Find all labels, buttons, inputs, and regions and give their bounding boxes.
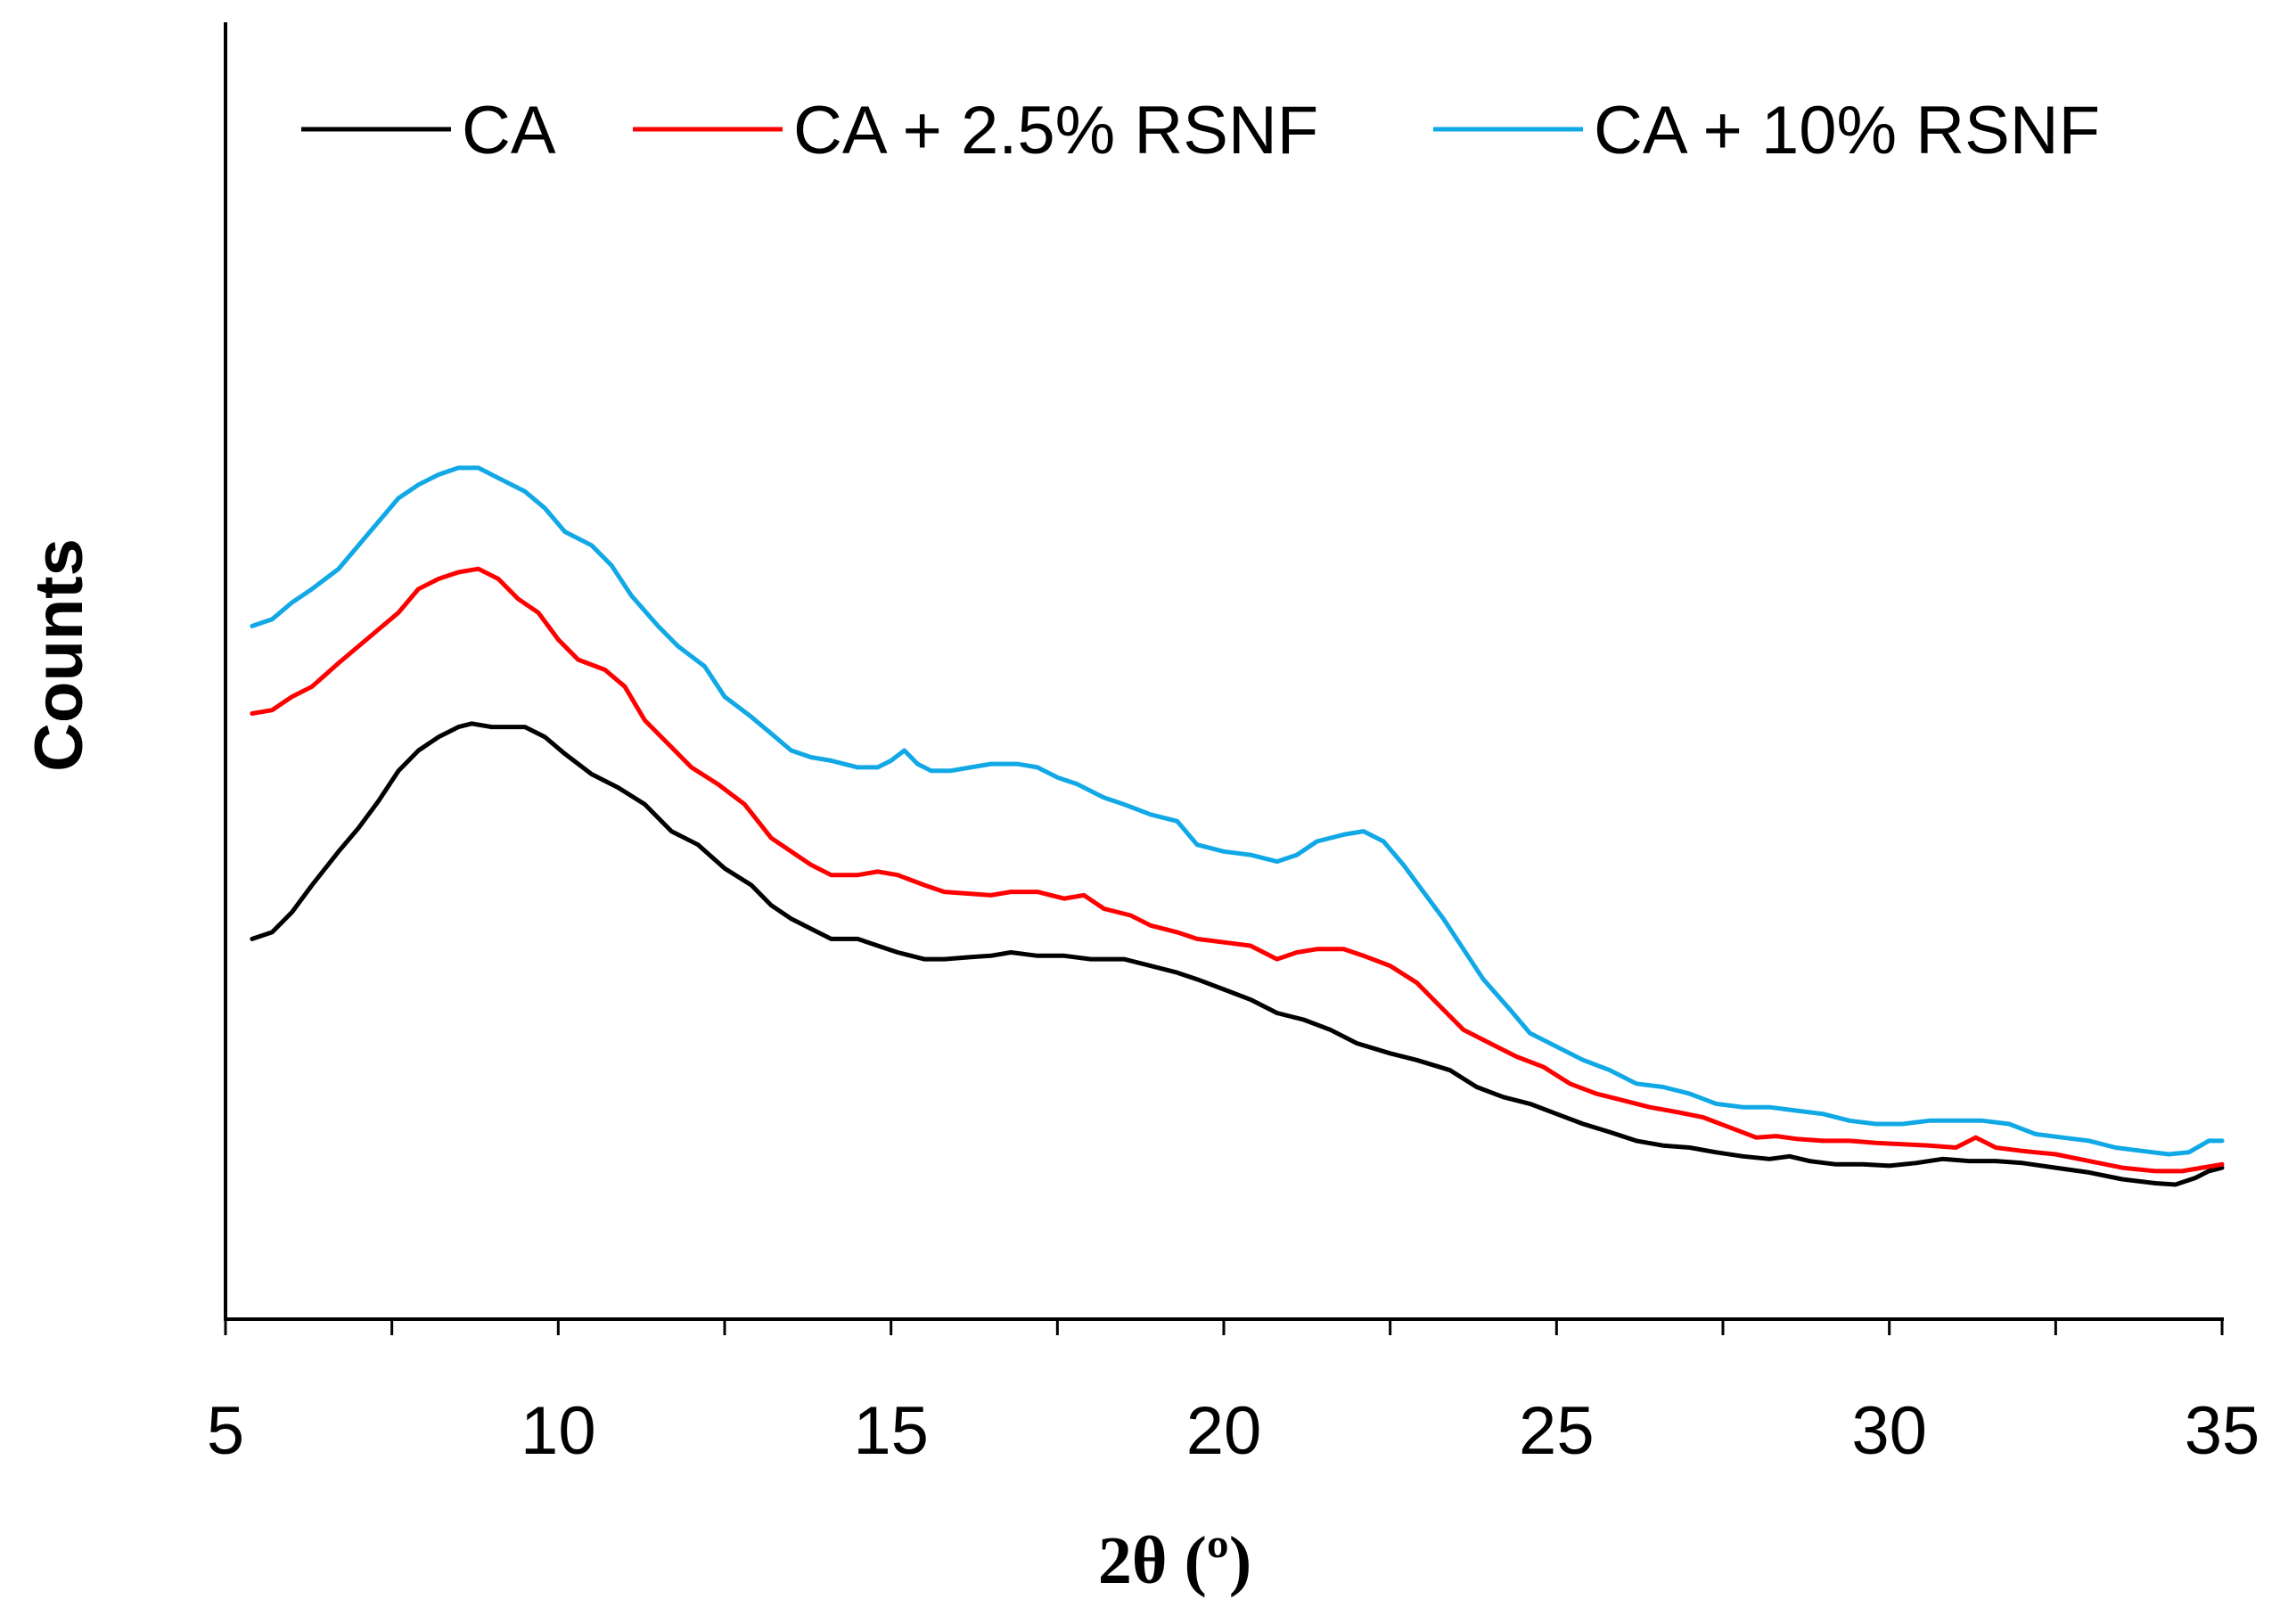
legend-label-2: CA + 2.5% RSNF xyxy=(793,93,1318,168)
x-tick-label: 10 xyxy=(521,1393,596,1469)
series-line-3 xyxy=(250,465,2225,1157)
series-layer xyxy=(250,465,2225,1187)
axes-layer: 5 10 15 20 25 30 35 xyxy=(207,22,2259,1469)
x-axis-title: 2θ (º) xyxy=(1098,1523,1251,1598)
series-line-1 xyxy=(250,721,2225,1187)
x-tick-label: 20 xyxy=(1186,1393,1262,1469)
legend: CA CA + 2.5% RSNF CA + 10% RSNF xyxy=(301,93,2100,168)
x-tick-label: 30 xyxy=(1851,1393,1927,1469)
x-tick-label: 15 xyxy=(853,1393,929,1469)
x-tick-label: 35 xyxy=(2185,1393,2260,1469)
legend-label-3: CA + 10% RSNF xyxy=(1594,93,2100,168)
legend-label-1: CA xyxy=(462,93,556,168)
x-tick-label: 25 xyxy=(1519,1393,1595,1469)
x-tick-label: 5 xyxy=(207,1393,244,1469)
y-axis-title: Counts xyxy=(21,538,97,772)
series-line-2 xyxy=(250,566,2225,1174)
